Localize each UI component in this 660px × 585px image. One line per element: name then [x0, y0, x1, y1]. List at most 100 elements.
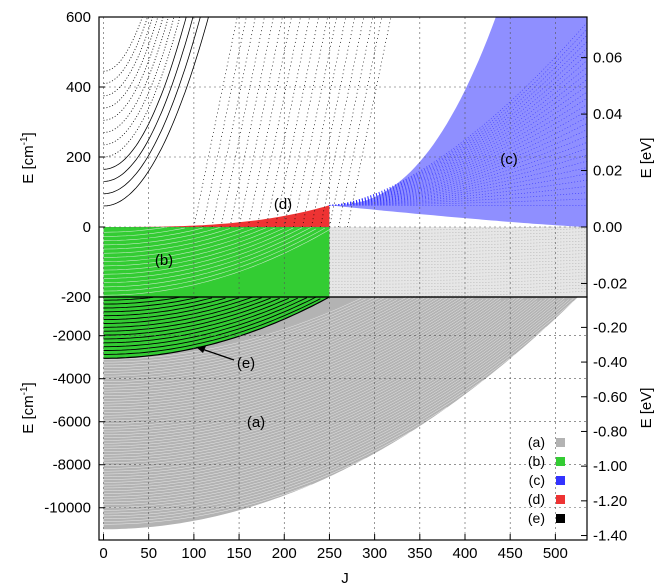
annotation-a: (a)	[247, 414, 265, 431]
series-a-level	[103, 297, 380, 368]
bottom-left-tick-label: -4000	[53, 371, 91, 388]
series-e-top-dots	[292, 17, 338, 228]
series-b-top-level	[103, 228, 231, 250]
series-e-curve	[103, 297, 262, 328]
legend-swatch-c	[556, 476, 565, 485]
bottom-right-tick-label: -0.20	[593, 319, 627, 336]
series-a-level	[103, 299, 398, 380]
series-e-top-curve	[103, 17, 159, 109]
bottom-right-ylabel: E [eV]	[638, 388, 655, 429]
series-a-level	[103, 298, 439, 402]
series-a-level	[103, 297, 443, 405]
series-a-level	[103, 298, 389, 374]
series-a-top-level	[329, 256, 587, 263]
series-c-level	[329, 186, 587, 206]
top-right-tick-label: -0.02	[593, 275, 627, 292]
series-a-top-level	[329, 253, 587, 260]
legend-label-a: (a)	[528, 434, 545, 450]
x-tick-label: 50	[140, 545, 157, 562]
series-a-level	[103, 299, 475, 427]
x-tick-label: 250	[317, 545, 342, 562]
legend-label-d: (d)	[528, 491, 545, 507]
series-e-curve	[103, 297, 199, 309]
series-a-top-level	[329, 234, 587, 241]
top-right-tick-label: 0.02	[593, 163, 622, 180]
series-a-top-level	[329, 287, 587, 295]
series-e-top-dots	[202, 17, 247, 228]
top-right-tick-label: 0.06	[593, 50, 622, 67]
series-c-level	[329, 198, 587, 206]
annotation-e-arrowhead	[196, 346, 206, 353]
series-a-level	[103, 354, 515, 511]
series-a-level	[103, 298, 574, 503]
series-a-level	[103, 297, 552, 483]
top-right-ylabel: E [eV]	[638, 138, 655, 179]
series-c-level	[329, 192, 587, 206]
series-a-level	[103, 457, 366, 522]
tick-labels: 600 400 200 0 -200 0.06 0.04 0.02 0.00 -0.02 -2000…	[44, 9, 627, 562]
series-c-level	[329, 160, 587, 206]
series-e-curve	[103, 297, 240, 321]
series-b-top-level	[103, 227, 303, 279]
series-a-top-level	[329, 243, 587, 251]
series-a-level	[103, 301, 574, 505]
series-a-level	[103, 298, 488, 436]
annotation-b: (b)	[155, 252, 173, 269]
series-e-curve	[103, 297, 317, 351]
top-left-tick-label: 600	[66, 9, 91, 26]
series-d-region	[103, 205, 330, 227]
bottom-left-ylabel: E [cm-1]	[19, 382, 37, 433]
series-a-top-level	[329, 226, 587, 232]
series-a-level	[103, 326, 547, 508]
series-a-level	[103, 297, 502, 444]
series-e-top-dots	[338, 17, 383, 228]
series-a-top-level	[329, 275, 587, 282]
series-b-top-level	[103, 227, 276, 267]
series-e-top-curve	[103, 17, 169, 133]
series-a-top-level	[329, 228, 587, 235]
series-c-level	[329, 148, 587, 206]
top-panel-fill	[103, 17, 587, 297]
series-b-top-level	[103, 227, 294, 275]
series-c-level	[329, 85, 587, 206]
series-a-top-level	[329, 281, 587, 288]
series-a-level	[103, 299, 570, 500]
series-a-level	[103, 484, 312, 525]
series-b-top-level	[103, 228, 317, 288]
series-e-curve	[103, 297, 253, 324]
top-right-tick-label: 0.00	[593, 219, 622, 236]
series-a-level	[103, 297, 425, 394]
top-left-ylabel: E [cm-1]	[19, 132, 37, 183]
annotation-e-arrow	[198, 347, 235, 361]
series-a-level	[103, 406, 448, 517]
series-a-level	[103, 297, 411, 385]
series-a-level	[103, 380, 484, 514]
legend: (a) (b) (c) (d) (e)	[528, 434, 565, 526]
series-e-curve	[103, 297, 181, 305]
series-a-region	[103, 297, 578, 530]
series-a-level	[103, 297, 461, 416]
series-a-level	[103, 297, 452, 410]
series-e-curve	[103, 297, 154, 301]
series-e-curve	[103, 297, 280, 336]
series-e-top-dots	[311, 17, 356, 228]
series-e-top-dots	[320, 17, 365, 228]
series-e-top-curve	[103, 17, 148, 84]
bottom-right-tick-label: -0.80	[593, 423, 627, 440]
series-e-top-curve	[103, 17, 154, 97]
series-a-level	[103, 299, 484, 433]
series-e-curve	[103, 298, 321, 355]
legend-swatch-a	[556, 438, 565, 447]
bottom-right-tick-label: -1.20	[593, 493, 627, 510]
bottom-left-tick-label: -6000	[53, 414, 91, 431]
series-e-top-curve	[103, 17, 187, 170]
series-a-level	[103, 299, 529, 466]
series-e-top-dots	[220, 17, 265, 228]
series-a-level	[103, 297, 524, 461]
series-a-top-level	[329, 272, 587, 279]
bottom-panel-fill	[103, 297, 578, 530]
bottom-right-tick-label: -1.40	[593, 528, 627, 545]
bottom-left-tick-label: -10000	[44, 500, 91, 517]
series-a-level	[103, 297, 497, 441]
